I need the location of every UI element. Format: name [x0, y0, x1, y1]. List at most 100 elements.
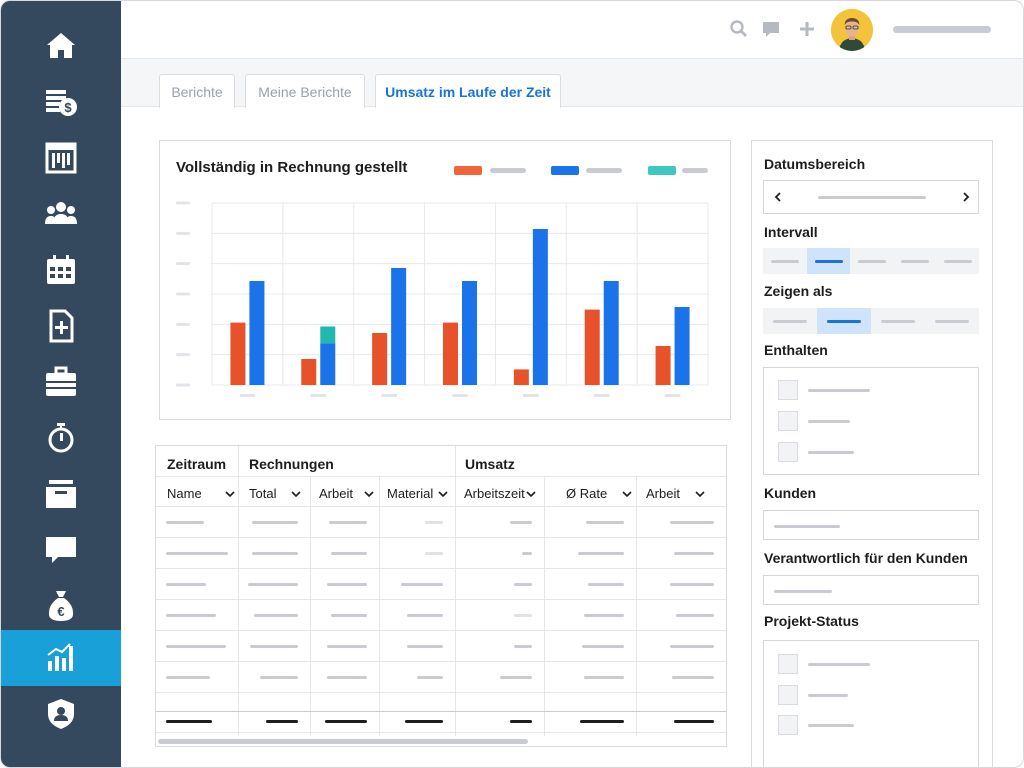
sidebar-item-team[interactable]: [1, 186, 121, 242]
project-status-label: Projekt-Status: [764, 613, 859, 629]
table-cell: [522, 552, 532, 555]
column-header-working-time[interactable]: Arbeitszeit: [464, 486, 537, 501]
table-cell: [166, 614, 216, 617]
checkbox[interactable]: [778, 654, 798, 674]
table-cell: [327, 583, 367, 586]
y-tick-label: [176, 201, 190, 205]
table-cell: [514, 614, 532, 617]
bar-series-3: [320, 326, 336, 344]
table-cell: [417, 676, 443, 679]
interval-option-selected[interactable]: [807, 248, 850, 274]
y-tick-label: [176, 231, 190, 235]
column-header-labor-revenue[interactable]: Arbeit: [646, 486, 706, 501]
table-cell: [260, 676, 298, 679]
interval-label: Intervall: [764, 224, 818, 240]
sidebar-item-dashboard[interactable]: [1, 130, 121, 186]
calendar-icon: [47, 255, 75, 284]
legend-swatch-2[interactable]: [551, 166, 579, 175]
comment-icon[interactable]: [761, 19, 781, 39]
responsible-placeholder: [774, 590, 832, 593]
column-label: Material: [387, 486, 434, 501]
column-header-total[interactable]: Total: [249, 486, 302, 501]
table-cell: [588, 583, 624, 586]
new-document-icon: [49, 309, 74, 343]
column-label: Ø Rate: [566, 486, 608, 501]
table-cell: [584, 614, 624, 617]
row-divider: [156, 568, 726, 569]
home-icon: [47, 33, 75, 58]
table-cell: [584, 676, 624, 679]
show-as-option[interactable]: [763, 308, 817, 334]
column-divider: [379, 476, 380, 736]
chevron-left-icon[interactable]: [772, 191, 784, 203]
table-cell: [670, 521, 714, 524]
table-cell: [425, 521, 443, 524]
tab-reports[interactable]: Berichte: [159, 74, 235, 108]
sidebar-item-projects[interactable]: [1, 354, 121, 410]
x-tick-label: [664, 394, 681, 397]
sidebar-item-home[interactable]: [1, 18, 121, 74]
tab-revenue-over-time[interactable]: Umsatz im Laufe der Zeit: [375, 74, 561, 108]
sidebar-item-reports[interactable]: [1, 630, 121, 686]
show-as-option-selected[interactable]: [817, 308, 871, 334]
sidebar-item-calendar[interactable]: [1, 242, 121, 298]
table-cell: [329, 521, 367, 524]
date-range-picker[interactable]: [763, 180, 979, 214]
table-cell: [166, 552, 228, 555]
show-as-option[interactable]: [871, 308, 925, 334]
show-as-option[interactable]: [925, 308, 979, 334]
customers-select[interactable]: [763, 510, 979, 540]
dashboard-icon: [45, 142, 77, 174]
sidebar-item-admin[interactable]: [1, 686, 121, 742]
customers-label: Kunden: [764, 485, 817, 501]
sidebar-item-messages[interactable]: [1, 522, 121, 578]
user-name-placeholder[interactable]: [893, 26, 991, 33]
chevron-down-icon: [225, 490, 235, 497]
column-header-average-rate[interactable]: Ø Rate: [566, 486, 633, 501]
checkbox[interactable]: [778, 715, 798, 735]
chevron-right-icon[interactable]: [960, 191, 972, 203]
chevron-down-icon: [364, 490, 374, 497]
table-cell: [166, 583, 206, 586]
interval-option[interactable]: [936, 248, 979, 274]
sidebar-item-time-tracking[interactable]: [1, 410, 121, 466]
legend-swatch-3[interactable]: [648, 166, 676, 175]
bar-series-1: [372, 333, 388, 385]
plus-icon[interactable]: [797, 19, 817, 39]
checkbox[interactable]: [778, 442, 798, 462]
table-cell: [510, 521, 532, 524]
date-range-label: Datumsbereich: [764, 156, 866, 172]
table-cell: [254, 614, 298, 617]
responsible-select[interactable]: [763, 575, 979, 605]
row-divider: [156, 732, 726, 733]
table-cell: [674, 552, 714, 555]
horizontal-scrollbar[interactable]: [158, 739, 528, 744]
revenue-table: Zeitraum Rechnungen Umsatz Name Total Ar…: [155, 445, 727, 747]
checkbox[interactable]: [778, 411, 798, 431]
tab-my-reports[interactable]: Meine Berichte: [245, 74, 365, 108]
sidebar-item-finance[interactable]: €: [1, 578, 121, 634]
search-icon[interactable]: [729, 19, 749, 39]
column-header-labor[interactable]: Arbeit: [319, 486, 375, 501]
table-cell: [166, 676, 210, 679]
interval-option[interactable]: [763, 248, 807, 274]
table-cell: [248, 583, 298, 586]
bar-series-1: [230, 322, 246, 385]
sidebar-item-new-document[interactable]: [1, 298, 121, 354]
project-status-checklist: [763, 640, 979, 767]
column-header-material[interactable]: Material: [387, 486, 449, 501]
checkbox[interactable]: [778, 685, 798, 705]
legend-swatch-1[interactable]: [454, 166, 482, 175]
contains-label: Enthalten: [764, 342, 828, 358]
table-cell: [252, 552, 298, 555]
svg-text:$: $: [64, 100, 72, 115]
sidebar-item-invoices[interactable]: $: [1, 74, 121, 130]
checkbox[interactable]: [778, 380, 798, 400]
interval-option[interactable]: [850, 248, 893, 274]
column-header-name[interactable]: Name: [167, 486, 236, 501]
interval-option[interactable]: [893, 248, 936, 274]
avatar[interactable]: [831, 9, 873, 51]
top-bar: [121, 1, 1023, 59]
sidebar-item-inbox[interactable]: [1, 466, 121, 522]
